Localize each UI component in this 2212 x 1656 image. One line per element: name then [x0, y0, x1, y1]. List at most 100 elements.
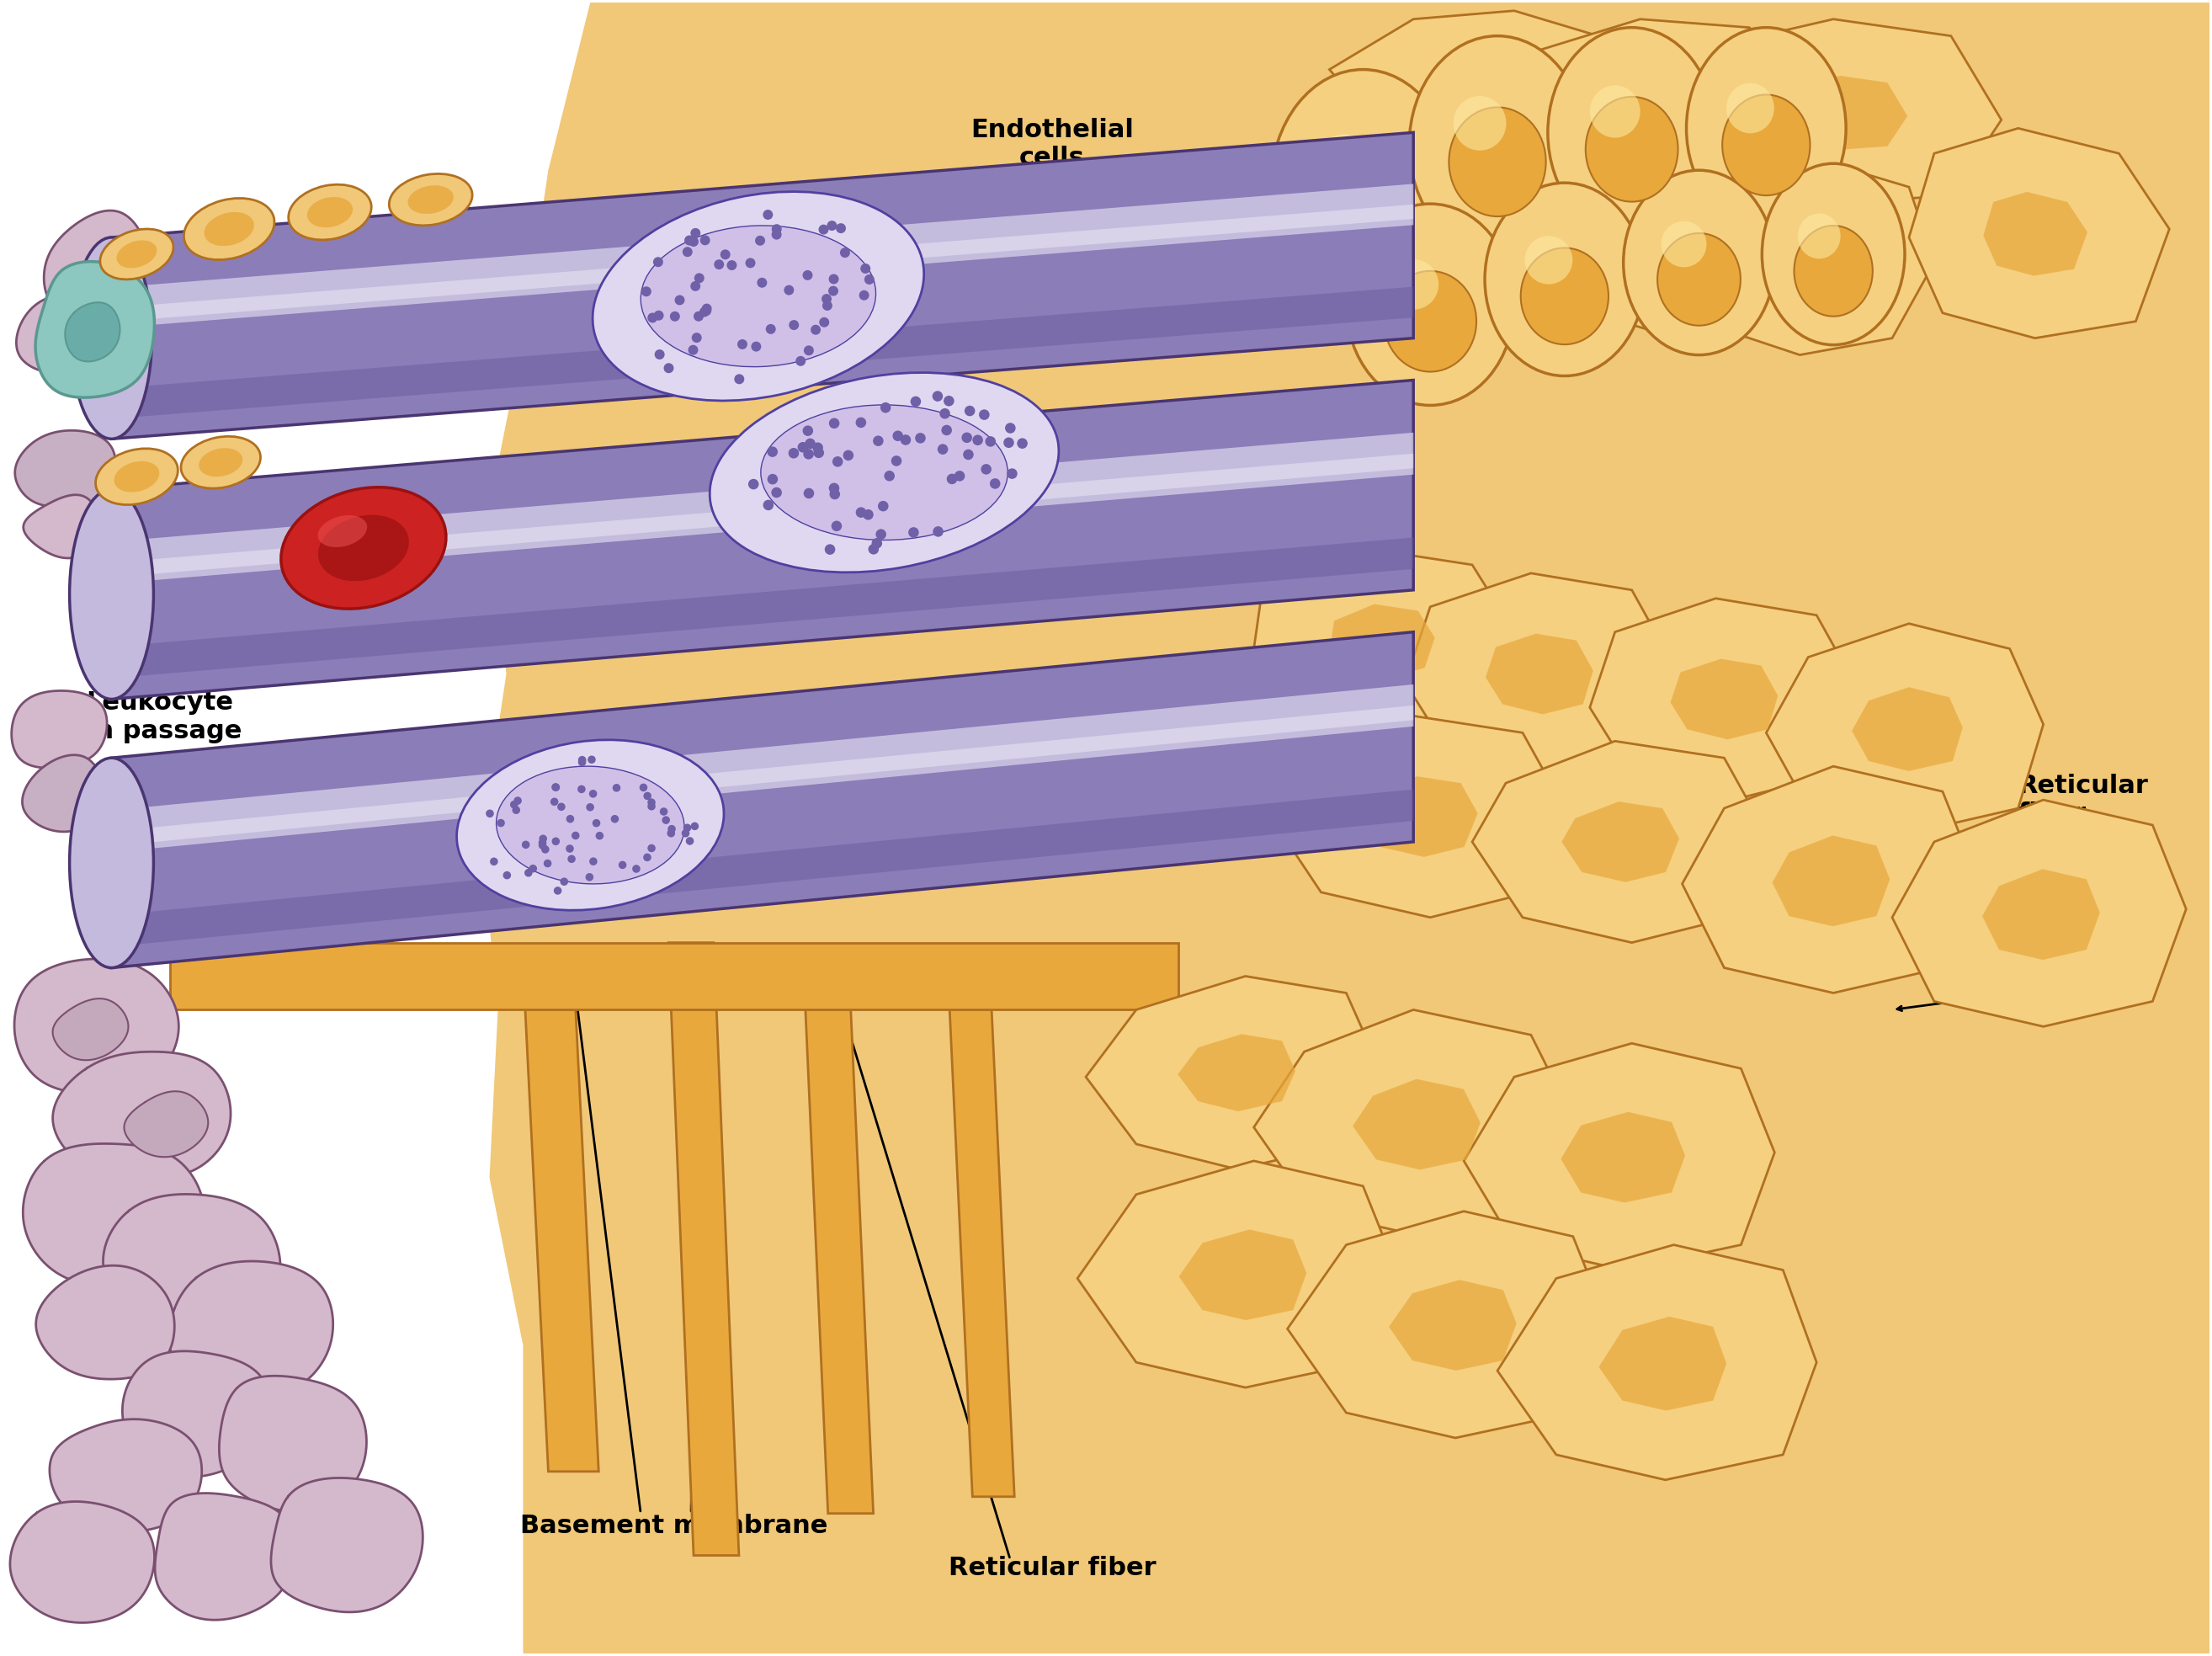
- Polygon shape: [1354, 1080, 1480, 1169]
- Polygon shape: [104, 1194, 281, 1340]
- Ellipse shape: [456, 740, 723, 911]
- Circle shape: [577, 785, 586, 793]
- Circle shape: [566, 815, 575, 823]
- Ellipse shape: [1389, 260, 1438, 310]
- Circle shape: [529, 864, 538, 873]
- Circle shape: [865, 275, 874, 285]
- Circle shape: [980, 464, 991, 475]
- Circle shape: [737, 339, 748, 349]
- Ellipse shape: [184, 199, 274, 260]
- Ellipse shape: [100, 229, 173, 280]
- Polygon shape: [1599, 1317, 1728, 1411]
- Circle shape: [734, 374, 743, 384]
- Ellipse shape: [495, 767, 684, 884]
- Polygon shape: [1562, 802, 1679, 883]
- Ellipse shape: [1725, 83, 1774, 132]
- Polygon shape: [947, 959, 1015, 1497]
- Circle shape: [942, 426, 951, 436]
- Polygon shape: [111, 204, 1413, 321]
- Ellipse shape: [181, 437, 261, 489]
- Circle shape: [947, 474, 958, 484]
- Polygon shape: [1486, 634, 1593, 714]
- Ellipse shape: [1449, 108, 1546, 217]
- Circle shape: [695, 273, 703, 283]
- Circle shape: [684, 235, 695, 245]
- Polygon shape: [111, 454, 1413, 578]
- Ellipse shape: [117, 240, 157, 268]
- Circle shape: [668, 825, 675, 833]
- Circle shape: [894, 431, 902, 440]
- Circle shape: [931, 391, 942, 401]
- Text: Endothelial
cells: Endothelial cells: [971, 118, 1135, 171]
- Polygon shape: [1984, 192, 2088, 277]
- Circle shape: [655, 310, 664, 321]
- Ellipse shape: [1794, 225, 1874, 316]
- Circle shape: [765, 325, 776, 335]
- Circle shape: [832, 457, 843, 467]
- Polygon shape: [155, 1494, 294, 1620]
- Text: Erythrocyte
in passage: Erythrocyte in passage: [195, 477, 365, 530]
- Polygon shape: [1681, 767, 1975, 994]
- Circle shape: [830, 484, 838, 493]
- Ellipse shape: [319, 515, 409, 581]
- Circle shape: [684, 823, 692, 831]
- Circle shape: [675, 295, 686, 305]
- Polygon shape: [1332, 604, 1436, 677]
- Circle shape: [644, 853, 650, 861]
- Circle shape: [962, 449, 973, 460]
- Polygon shape: [1531, 20, 1807, 179]
- Circle shape: [869, 543, 878, 555]
- Polygon shape: [1601, 199, 1694, 273]
- Circle shape: [668, 830, 675, 838]
- Circle shape: [511, 800, 518, 808]
- Polygon shape: [15, 431, 115, 507]
- Circle shape: [962, 432, 971, 442]
- Text: Cordal
reticular
cells: Cordal reticular cells: [2017, 927, 2141, 1009]
- Circle shape: [940, 409, 951, 419]
- Circle shape: [540, 835, 546, 843]
- Circle shape: [911, 396, 920, 407]
- Circle shape: [489, 858, 498, 866]
- Circle shape: [812, 442, 823, 454]
- Ellipse shape: [1524, 235, 1573, 285]
- Ellipse shape: [199, 449, 243, 477]
- Circle shape: [984, 436, 995, 447]
- Polygon shape: [1405, 573, 1674, 775]
- Circle shape: [551, 783, 560, 792]
- Polygon shape: [1179, 1229, 1307, 1320]
- Circle shape: [664, 363, 675, 373]
- Polygon shape: [803, 951, 874, 1514]
- Circle shape: [542, 846, 549, 853]
- Circle shape: [588, 790, 597, 798]
- Circle shape: [830, 273, 838, 285]
- Polygon shape: [111, 381, 1413, 699]
- Circle shape: [803, 489, 814, 498]
- Polygon shape: [1287, 1211, 1606, 1437]
- Circle shape: [821, 293, 832, 305]
- Ellipse shape: [1686, 28, 1847, 229]
- Circle shape: [790, 320, 799, 330]
- Circle shape: [498, 820, 504, 826]
- Ellipse shape: [641, 225, 876, 366]
- Polygon shape: [522, 967, 599, 1472]
- Circle shape: [699, 306, 710, 316]
- Circle shape: [945, 396, 953, 406]
- Polygon shape: [1670, 659, 1778, 740]
- Circle shape: [551, 838, 560, 845]
- Polygon shape: [35, 262, 155, 397]
- Ellipse shape: [1590, 84, 1639, 137]
- Polygon shape: [1380, 119, 1615, 288]
- Circle shape: [803, 449, 814, 459]
- Ellipse shape: [95, 449, 177, 505]
- Circle shape: [670, 311, 679, 321]
- Polygon shape: [22, 755, 104, 831]
- Polygon shape: [170, 1262, 334, 1398]
- Circle shape: [686, 836, 695, 845]
- Circle shape: [633, 864, 639, 873]
- Circle shape: [880, 402, 891, 412]
- Circle shape: [933, 527, 945, 537]
- Polygon shape: [272, 1477, 422, 1611]
- Circle shape: [752, 341, 761, 351]
- Ellipse shape: [1763, 164, 1905, 344]
- Circle shape: [874, 436, 883, 445]
